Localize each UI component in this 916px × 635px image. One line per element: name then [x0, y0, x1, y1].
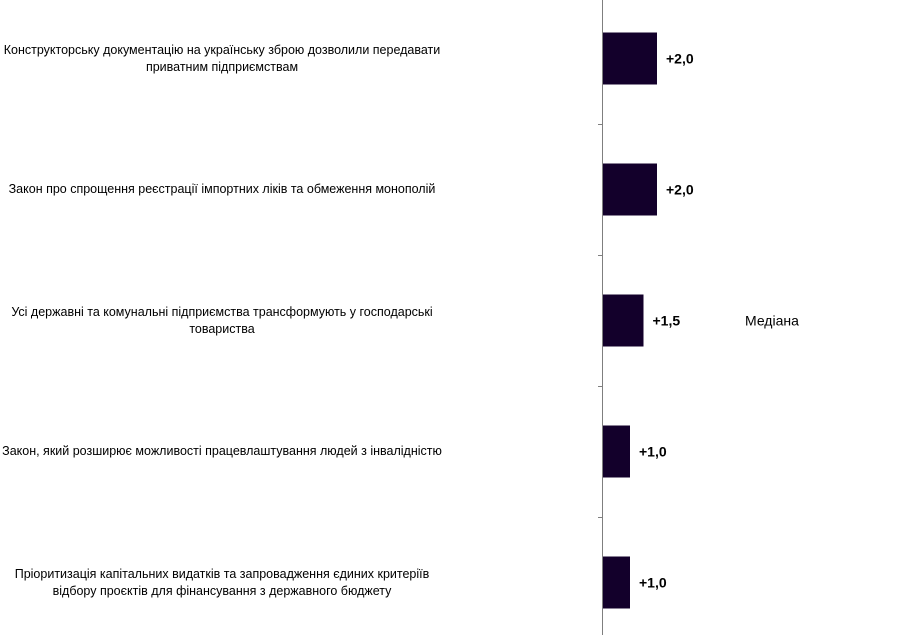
category-label: Конструкторську документацію на українсь…	[3, 42, 441, 74]
bar-value-label: +1,0	[639, 444, 667, 460]
bar-value-label: +2,0	[666, 51, 694, 67]
category-label: Закон, який розширює можливості працевла…	[2, 444, 442, 458]
median-annotation: Медіана	[745, 313, 799, 329]
bar-value-label: +1,0	[639, 575, 667, 591]
bar-value-label: +1,5	[653, 313, 681, 329]
bar	[603, 294, 644, 347]
category-label: Закон про спрощення реєстрації імпортних…	[8, 182, 436, 196]
bar	[603, 425, 630, 478]
bar	[603, 32, 657, 85]
bar	[603, 556, 630, 609]
category-label: Усі державні та комунальні підприємства …	[11, 304, 433, 336]
bar-value-label: +2,0	[666, 182, 694, 198]
category-label: Пріоритизація капітальних видатків та за…	[14, 566, 430, 598]
bar	[603, 163, 657, 216]
